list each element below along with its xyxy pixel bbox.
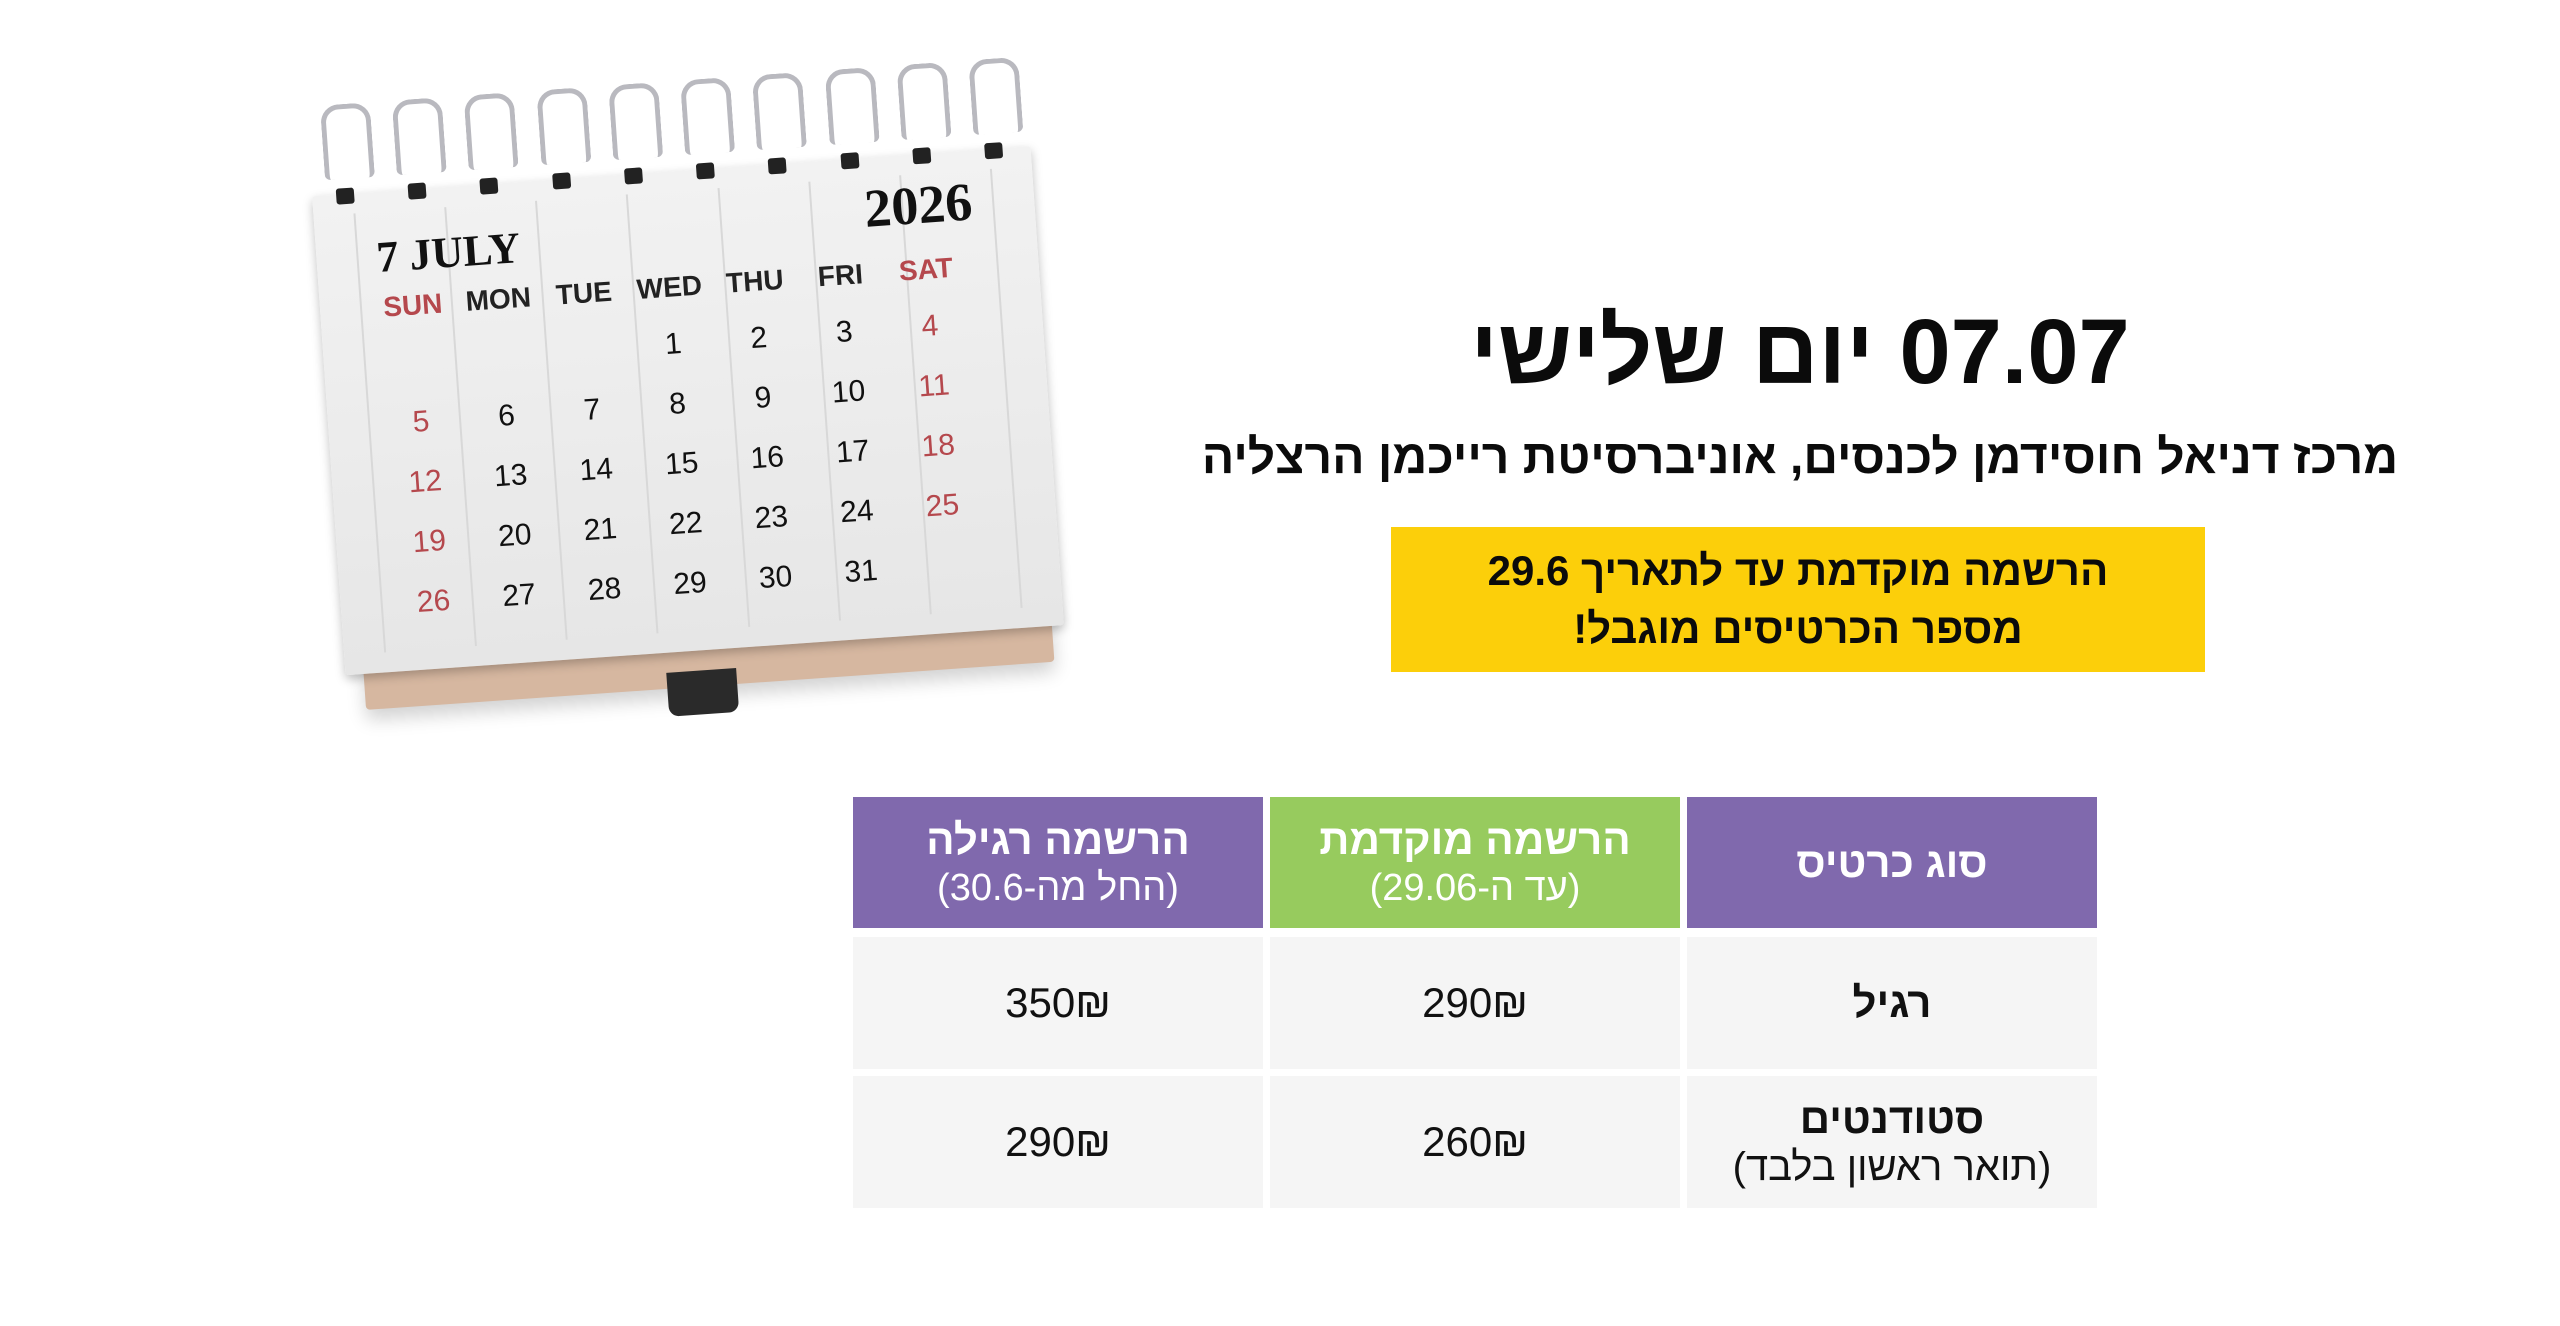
calendar-day: 27	[501, 577, 537, 614]
row-students-regular-price: 290₪	[853, 1076, 1263, 1208]
spiral-ring	[460, 92, 520, 205]
row-students-type: סטודנטים (תואר ראשון בלבד)	[1687, 1076, 2097, 1208]
calendar-day: 31	[843, 553, 879, 590]
calendar-day	[903, 546, 991, 588]
calendar-day: 23	[753, 500, 790, 536]
calendar-day-name: THU	[725, 263, 785, 299]
spiral-ring	[820, 66, 880, 180]
row-type-sub: (תואר ראשון בלבד)	[1732, 1145, 2052, 1189]
notice-line-2: מספר הכרטיסים מוגבל!	[1573, 604, 2023, 652]
row-regular-early-price: 290₪	[1270, 937, 1680, 1069]
event-location: מרכז דניאל חוסידמן לכנסים, אוניברסיטת רי…	[1201, 431, 2399, 484]
spiral-ring	[748, 71, 808, 185]
calendar-day: 5	[411, 404, 431, 439]
calendar-day-name: MON	[464, 281, 533, 317]
header-early-title: הרשמה מוקדמת	[1319, 815, 1631, 863]
calendar-day-name: FRI	[816, 258, 864, 293]
row-type-label: סטודנטים	[1799, 1095, 1985, 1142]
calendar-day: 14	[578, 452, 614, 488]
calendar-day-name: SAT	[897, 251, 954, 287]
calendar-day: 19	[411, 523, 448, 560]
row-type-label: רגיל	[1852, 979, 1932, 1026]
calendar-day: 4	[920, 309, 940, 344]
header-early-registration: הרשמה מוקדמת (עד ה-29.06)	[1270, 797, 1680, 928]
row-students-early-price: 260₪	[1270, 1076, 1680, 1208]
price: 290₪	[1422, 979, 1528, 1026]
calendar-grid: SUN MON TUE WED THU FRI SAT 1 2 3 4 5 6 7 8 9 10 11 12 13 14…	[369, 251, 991, 624]
calendar-day	[458, 337, 546, 379]
calendar-day: 15	[663, 446, 700, 482]
calendar-day: 11	[917, 368, 951, 404]
calendar-day: 20	[497, 517, 533, 554]
spiral-ring	[892, 61, 952, 175]
notice-line-1: הרשמה מוקדמת עד לתאריך 29.6	[1487, 546, 2109, 594]
header-early-sub: (עד ה-29.06)	[1369, 866, 1581, 909]
calendar-day: 30	[757, 559, 794, 596]
spiral-ring	[676, 76, 736, 190]
calendar-day: 29	[672, 565, 708, 602]
calendar-tab	[666, 667, 740, 717]
calendar-day: 7	[582, 392, 602, 427]
header-ticket-type: סוג כרטיס	[1687, 797, 2097, 928]
calendar-day: 22	[668, 505, 704, 542]
calendar-day: 1	[663, 327, 683, 362]
calendar-day: 18	[920, 428, 957, 464]
spiral-ring	[316, 102, 375, 215]
calendar-day-name: SUN	[382, 287, 444, 323]
calendar-day	[544, 331, 632, 373]
calendar-day-name: TUE	[554, 275, 613, 311]
calendar-day: 6	[497, 398, 516, 433]
spiral-ring	[532, 87, 592, 200]
calendar-day: 9	[753, 380, 773, 415]
calendar-day: 21	[582, 511, 619, 548]
spiral-ring	[388, 97, 448, 210]
price: 260₪	[1422, 1118, 1528, 1165]
spiral-ring	[964, 56, 1024, 170]
header-regular-registration: הרשמה רגילה (החל מה-30.6)	[853, 797, 1263, 928]
calendar-day: 24	[839, 494, 875, 530]
calendar-day: 12	[407, 464, 443, 500]
calendar-day: 10	[830, 374, 867, 410]
price: 350₪	[1005, 979, 1111, 1026]
spiral-ring	[604, 81, 664, 195]
row-regular-regular-price: 350₪	[853, 937, 1263, 1069]
early-registration-notice: הרשמה מוקדמת עד לתאריך 29.6 מספר הכרטיסי…	[1391, 527, 2205, 672]
calendar-day-name: WED	[635, 269, 704, 305]
header-regular-title: הרשמה רגילה	[926, 815, 1190, 863]
calendar-day: 2	[749, 321, 769, 356]
event-date-title: 07.07 יום שלישי	[1470, 301, 2130, 403]
calendar-day	[373, 343, 461, 385]
calendar-month: 7 JULY	[374, 223, 522, 282]
row-regular-type: רגיל	[1687, 937, 2097, 1069]
calendar-day: 3	[834, 315, 854, 350]
calendar-day: 28	[586, 571, 623, 608]
header-ticket-type-label: סוג כרטיס	[1796, 838, 1988, 886]
calendar-day: 17	[834, 434, 871, 470]
calendar-year: 2026	[862, 171, 975, 239]
header-regular-sub: (החל מה-30.6)	[937, 866, 1179, 909]
calendar-day: 16	[749, 440, 786, 476]
calendar-day: 13	[492, 458, 529, 494]
calendar-day: 8	[668, 386, 687, 421]
calendar-day: 25	[924, 488, 961, 524]
price: 290₪	[1005, 1118, 1111, 1165]
calendar-day: 26	[415, 583, 452, 620]
calendar-illustration: 7 JULY 2026 SUN MON TUE WED THU FRI SAT 1 2 3 4 5 6 7…	[295, 34, 1102, 785]
